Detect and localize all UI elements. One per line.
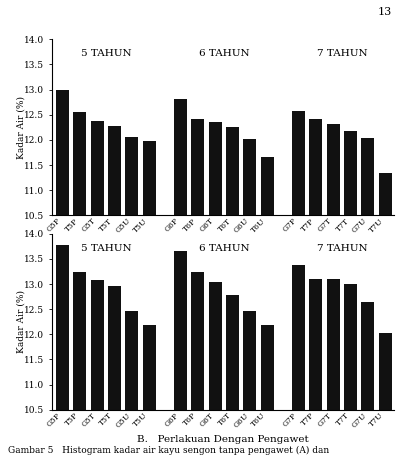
Bar [56,245,69,463]
Bar [125,311,138,463]
Bar [226,295,239,463]
Bar [108,286,121,463]
Bar [143,141,156,463]
Bar [56,90,69,463]
Bar [143,325,156,463]
Bar [73,271,86,463]
Bar [209,282,222,463]
Bar [362,138,374,463]
Bar [362,302,374,463]
Text: 7 TAHUN: 7 TAHUN [317,244,367,253]
Bar [309,119,322,463]
Y-axis label: Kadar Air (%): Kadar Air (%) [17,290,26,353]
Bar [292,111,305,463]
Bar [125,138,138,463]
Bar [344,131,357,463]
Y-axis label: Kadar Air (%): Kadar Air (%) [17,96,26,159]
Bar [91,121,104,463]
Bar [108,126,121,463]
Bar [91,280,104,463]
Bar [73,112,86,463]
Bar [309,279,322,463]
Bar [243,139,256,463]
X-axis label: B.   Perlakuan Dengan Pengawet: B. Perlakuan Dengan Pengawet [137,435,309,444]
Bar [174,99,187,463]
Text: 6 TAHUN: 6 TAHUN [198,244,249,253]
Bar [226,127,239,463]
Bar [261,325,274,463]
Bar [292,265,305,463]
Bar [191,271,204,463]
Text: 5 TAHUN: 5 TAHUN [80,244,131,253]
Bar [209,122,222,463]
Bar [344,284,357,463]
Text: 6 TAHUN: 6 TAHUN [198,50,249,58]
Text: 5 TAHUN: 5 TAHUN [80,50,131,58]
Bar [327,124,340,463]
Bar [243,311,256,463]
Bar [379,173,392,463]
Bar [327,279,340,463]
Text: Gambar 5   Histogram kadar air kayu sengon tanpa pengawet (A) dan: Gambar 5 Histogram kadar air kayu sengon… [8,445,329,455]
Text: 7 TAHUN: 7 TAHUN [317,50,367,58]
Bar [191,119,204,463]
Bar [379,333,392,463]
Bar [174,251,187,463]
X-axis label: A.   Perlakuan Tanpa Pengawet: A. Perlakuan Tanpa Pengawet [142,240,304,249]
Text: 13: 13 [378,7,392,17]
Bar [261,157,274,463]
